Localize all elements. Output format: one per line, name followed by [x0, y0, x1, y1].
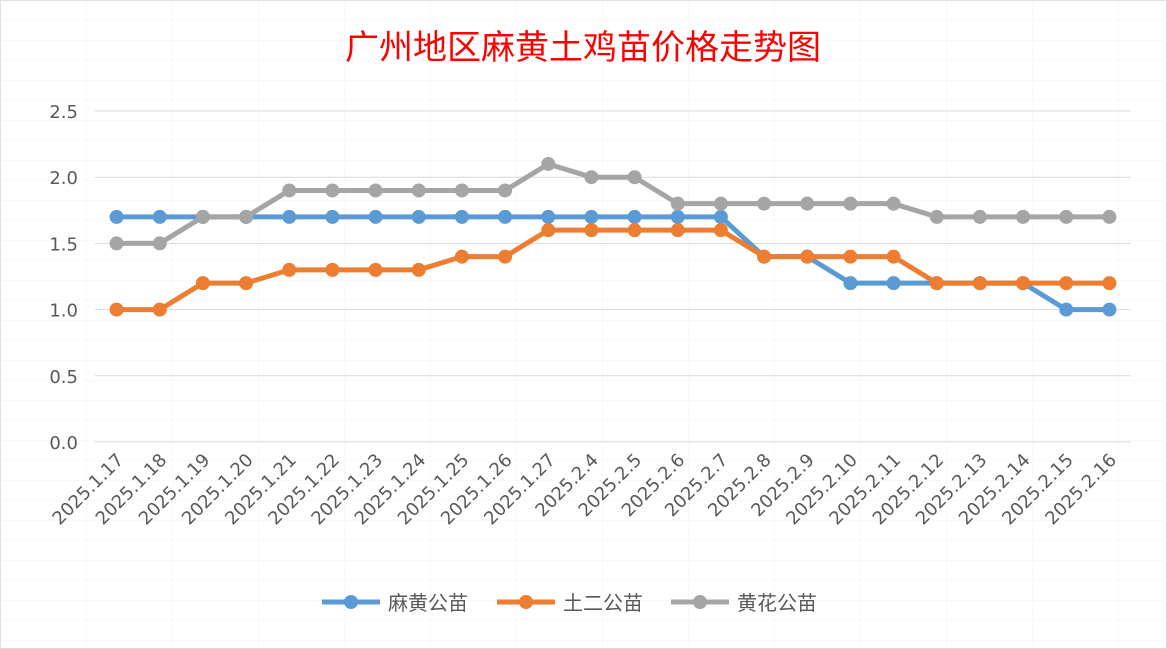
data-point	[152, 302, 167, 317]
data-point	[498, 249, 513, 264]
y-tick-label: 0.5	[49, 367, 78, 388]
data-point	[584, 170, 599, 185]
data-point	[670, 223, 685, 238]
data-point	[627, 170, 642, 185]
data-point	[886, 276, 901, 291]
series-1	[109, 209, 1117, 317]
data-point	[670, 196, 685, 211]
data-point	[152, 236, 167, 251]
legend-label: 土二公苗	[563, 591, 643, 615]
data-point	[972, 209, 987, 224]
data-point	[325, 262, 340, 277]
data-point	[800, 196, 815, 211]
series-3	[109, 156, 1117, 251]
data-point	[411, 183, 426, 198]
data-point	[1016, 276, 1031, 291]
legend-item: 黄花公苗	[671, 591, 817, 615]
y-axis-ticks: 0.0 0.5 1.0 1.5 2.0 2.5	[49, 102, 78, 454]
data-point	[239, 276, 254, 291]
x-axis-ticks: 2025.1.172025.1.182025.1.192025.1.202025…	[48, 450, 1120, 530]
series-2	[109, 223, 1117, 317]
data-point	[584, 209, 599, 224]
data-point	[1059, 276, 1074, 291]
data-point	[498, 183, 513, 198]
data-point	[368, 183, 383, 198]
data-point	[195, 276, 210, 291]
y-tick-label: 2.5	[49, 102, 78, 123]
series-line	[114, 227, 1112, 313]
data-point	[541, 209, 556, 224]
data-point	[454, 249, 469, 264]
data-point	[411, 209, 426, 224]
data-point	[1102, 276, 1117, 291]
data-point	[627, 209, 642, 224]
data-point	[109, 302, 124, 317]
legend-label: 黄花公苗	[737, 591, 817, 615]
data-point	[454, 183, 469, 198]
data-point	[1016, 209, 1031, 224]
legend-swatch-marker	[693, 595, 707, 609]
data-point	[368, 262, 383, 277]
chart-title: 广州地区麻黄土鸡苗价格走势图	[345, 28, 821, 68]
data-point	[584, 223, 599, 238]
legend-swatch-marker	[519, 595, 533, 609]
data-point	[239, 209, 254, 224]
data-point	[411, 262, 426, 277]
data-point	[195, 209, 210, 224]
data-point	[886, 196, 901, 211]
data-point	[1102, 209, 1117, 224]
legend-swatch-marker	[344, 595, 358, 609]
y-tick-label: 1.5	[49, 234, 78, 255]
gridlines	[95, 110, 1131, 443]
data-point	[843, 196, 858, 211]
data-point	[886, 249, 901, 264]
data-point	[1059, 209, 1074, 224]
data-point	[800, 249, 815, 264]
y-tick-label: 0.0	[49, 433, 78, 454]
data-point	[713, 223, 728, 238]
data-point	[843, 276, 858, 291]
data-point	[1102, 302, 1117, 317]
data-point	[757, 249, 772, 264]
data-point	[843, 249, 858, 264]
data-point	[972, 276, 987, 291]
data-point	[713, 209, 728, 224]
data-point	[325, 209, 340, 224]
data-point	[627, 223, 642, 238]
data-point	[713, 196, 728, 211]
data-point	[541, 156, 556, 171]
series-group	[109, 156, 1117, 317]
legend-item: 麻黄公苗	[322, 591, 468, 615]
y-tick-label: 2.0	[49, 168, 78, 189]
legend-item: 土二公苗	[497, 591, 643, 615]
series-line	[114, 161, 1112, 246]
data-point	[1059, 302, 1074, 317]
data-point	[152, 209, 167, 224]
y-tick-label: 1.0	[49, 301, 78, 322]
data-point	[109, 209, 124, 224]
legend: 麻黄公苗 土二公苗 黄花公苗	[322, 591, 817, 615]
data-point	[541, 223, 556, 238]
data-point	[498, 209, 513, 224]
legend-label: 麻黄公苗	[388, 591, 468, 615]
data-point	[368, 209, 383, 224]
data-point	[929, 209, 944, 224]
data-point	[454, 209, 469, 224]
data-point	[282, 183, 297, 198]
data-point	[282, 262, 297, 277]
data-point	[282, 209, 297, 224]
data-point	[109, 236, 124, 251]
data-point	[670, 209, 685, 224]
data-point	[929, 276, 944, 291]
data-point	[757, 196, 772, 211]
data-point	[325, 183, 340, 198]
